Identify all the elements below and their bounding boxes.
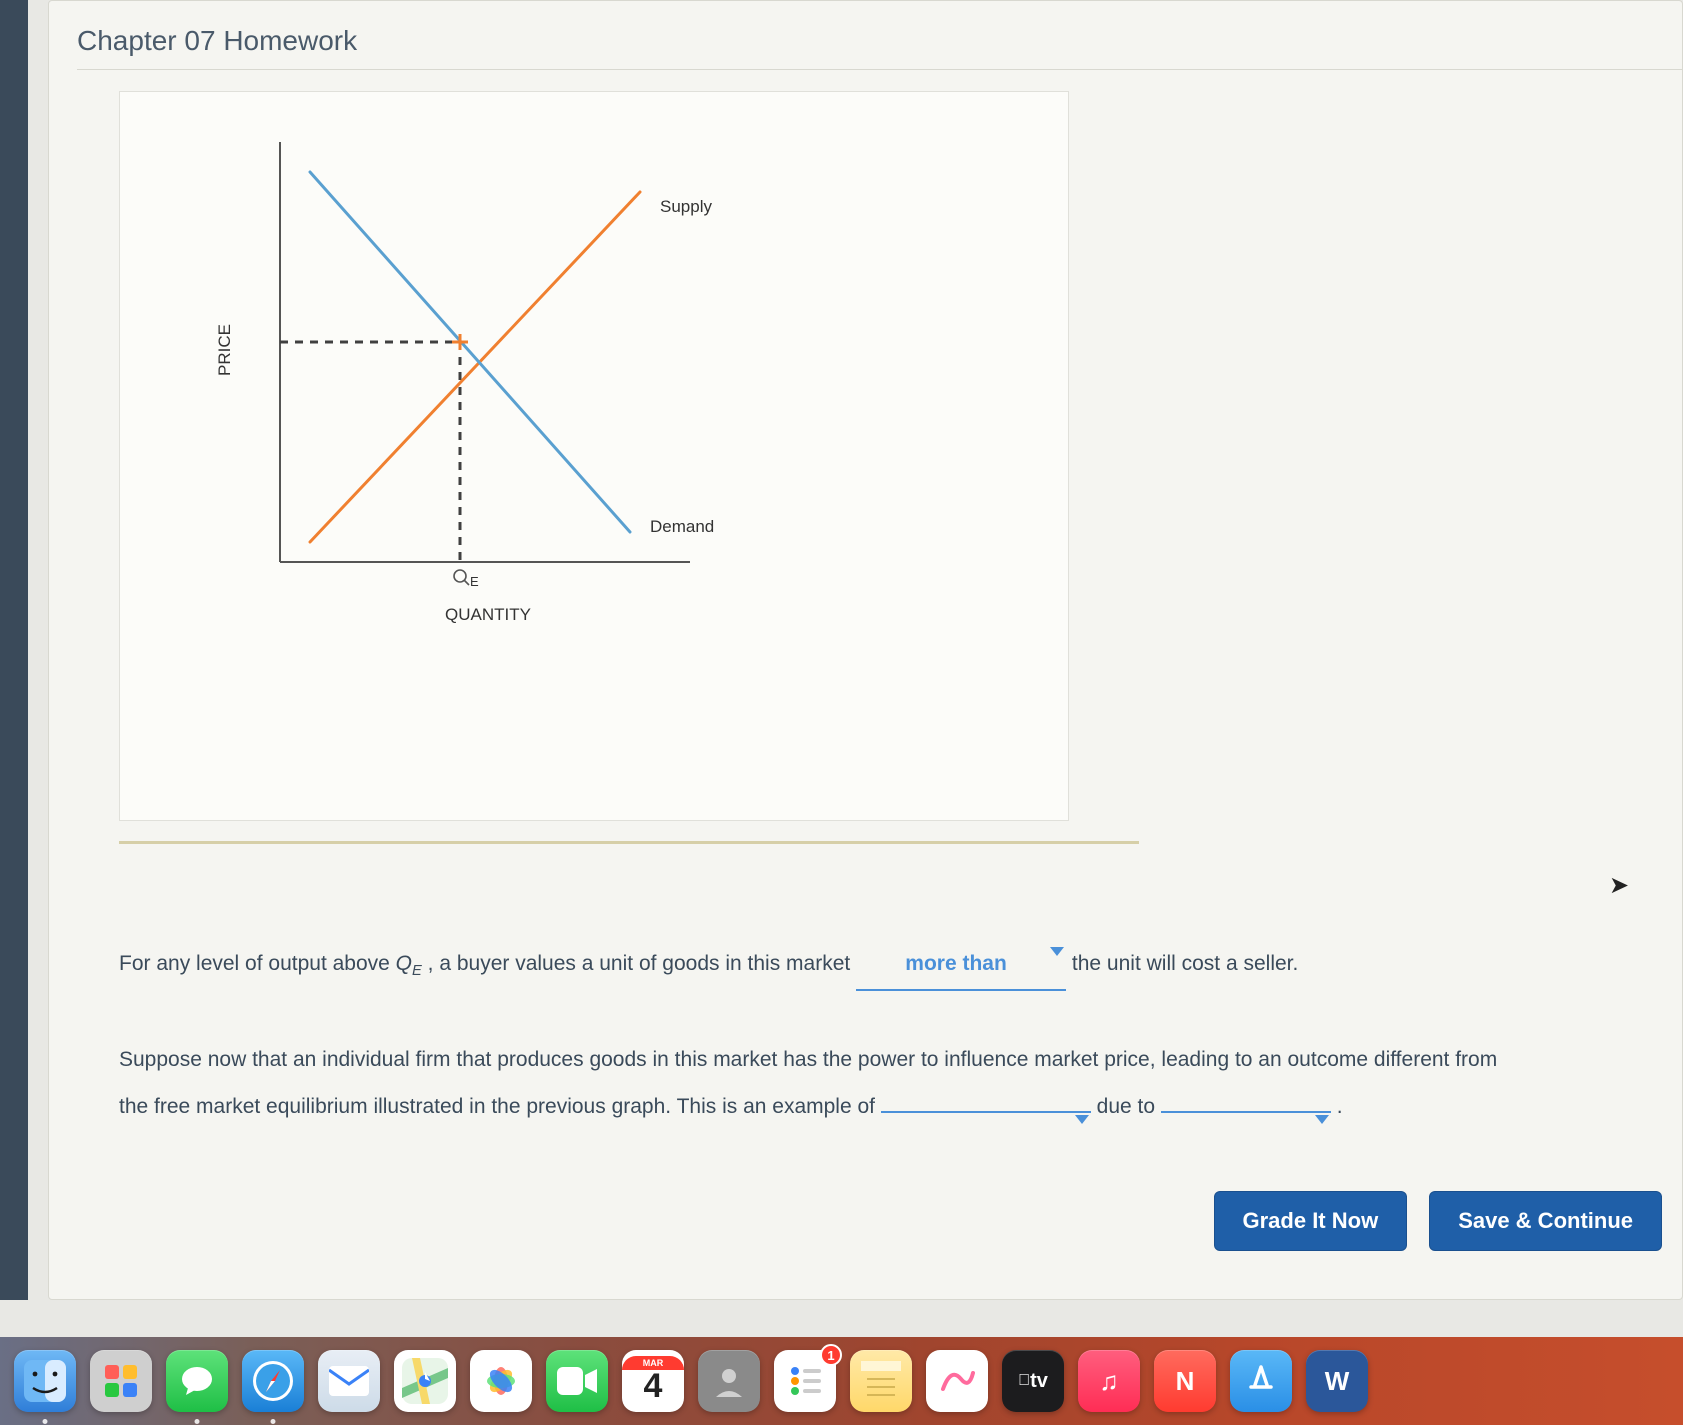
supply-demand-chart: E Supply Demand QUANTITY PRICE xyxy=(119,91,1069,821)
chart-svg: E Supply Demand QUANTITY PRICE xyxy=(170,112,870,672)
svg-text:Demand: Demand xyxy=(650,517,714,536)
svg-text:E: E xyxy=(470,574,479,589)
q1-text-c: the unit will cost a seller. xyxy=(1072,952,1298,975)
horizontal-rule xyxy=(119,841,1139,844)
dock-music-icon[interactable]: ♫ xyxy=(1078,1350,1140,1412)
answer-dropdown-1[interactable]: more than xyxy=(856,941,1066,991)
chevron-down-icon xyxy=(1315,1115,1329,1124)
page-title: Chapter 07 Homework xyxy=(49,1,1682,69)
reminders-badge: 1 xyxy=(820,1344,842,1366)
q1-text-b: , a buyer values a unit of goods in this… xyxy=(428,952,856,975)
macos-dock: MAR 4 1 tv ♫ N W xyxy=(0,1337,1683,1425)
assignment-card: Chapter 07 Homework E Supply Demand QUANTIT… xyxy=(48,0,1683,1300)
dock-tv-icon[interactable]: tv xyxy=(1002,1350,1064,1412)
q1-text-a: For any level of output above xyxy=(119,952,396,975)
dock-mail-icon[interactable] xyxy=(318,1350,380,1412)
question-block: For any level of output above QE , a buy… xyxy=(119,941,1662,1130)
answer-dropdown-2[interactable] xyxy=(881,1109,1091,1113)
qe-symbol: QE xyxy=(396,952,422,975)
browser-left-rail xyxy=(0,0,28,1300)
dock-freeform-icon[interactable] xyxy=(926,1350,988,1412)
svg-text:Supply: Supply xyxy=(660,197,712,216)
dock-messages-icon[interactable] xyxy=(166,1350,228,1412)
dock-safari-icon[interactable] xyxy=(242,1350,304,1412)
q2-text-b: the free market equilibrium illustrated … xyxy=(119,1095,881,1118)
q2-text-d: . xyxy=(1337,1095,1343,1118)
dock-news-icon[interactable]: N xyxy=(1154,1350,1216,1412)
title-divider xyxy=(77,69,1682,70)
chevron-down-icon xyxy=(1050,947,1064,956)
dock-launchpad-icon[interactable] xyxy=(90,1350,152,1412)
q2-text-a: Suppose now that an individual firm that… xyxy=(119,1048,1497,1071)
answer-dropdown-3[interactable] xyxy=(1161,1109,1331,1113)
dock-maps-icon[interactable] xyxy=(394,1350,456,1412)
save-continue-button[interactable]: Save & Continue xyxy=(1429,1191,1662,1251)
dock-word-icon[interactable]: W xyxy=(1306,1350,1368,1412)
calendar-day: 4 xyxy=(644,1367,663,1406)
dock-reminders-icon[interactable]: 1 xyxy=(774,1350,836,1412)
dock-calendar-icon[interactable]: MAR 4 xyxy=(622,1350,684,1412)
cursor-icon: ➤ xyxy=(1609,871,1629,900)
chevron-down-icon xyxy=(1075,1115,1089,1124)
svg-text:PRICE: PRICE xyxy=(215,324,234,376)
grade-button[interactable]: Grade It Now xyxy=(1214,1191,1408,1251)
dock-facetime-icon[interactable] xyxy=(546,1350,608,1412)
q2-text-c: due to xyxy=(1097,1095,1161,1118)
dock-notes-icon[interactable] xyxy=(850,1350,912,1412)
dock-finder-icon[interactable] xyxy=(14,1350,76,1412)
dock-photos-icon[interactable] xyxy=(470,1350,532,1412)
calendar-month: MAR xyxy=(622,1356,684,1370)
svg-text:QUANTITY: QUANTITY xyxy=(445,605,531,624)
action-row: Grade It Now Save & Continue xyxy=(1214,1191,1663,1251)
dock-contacts-icon[interactable] xyxy=(698,1350,760,1412)
dock-appstore-icon[interactable] xyxy=(1230,1350,1292,1412)
